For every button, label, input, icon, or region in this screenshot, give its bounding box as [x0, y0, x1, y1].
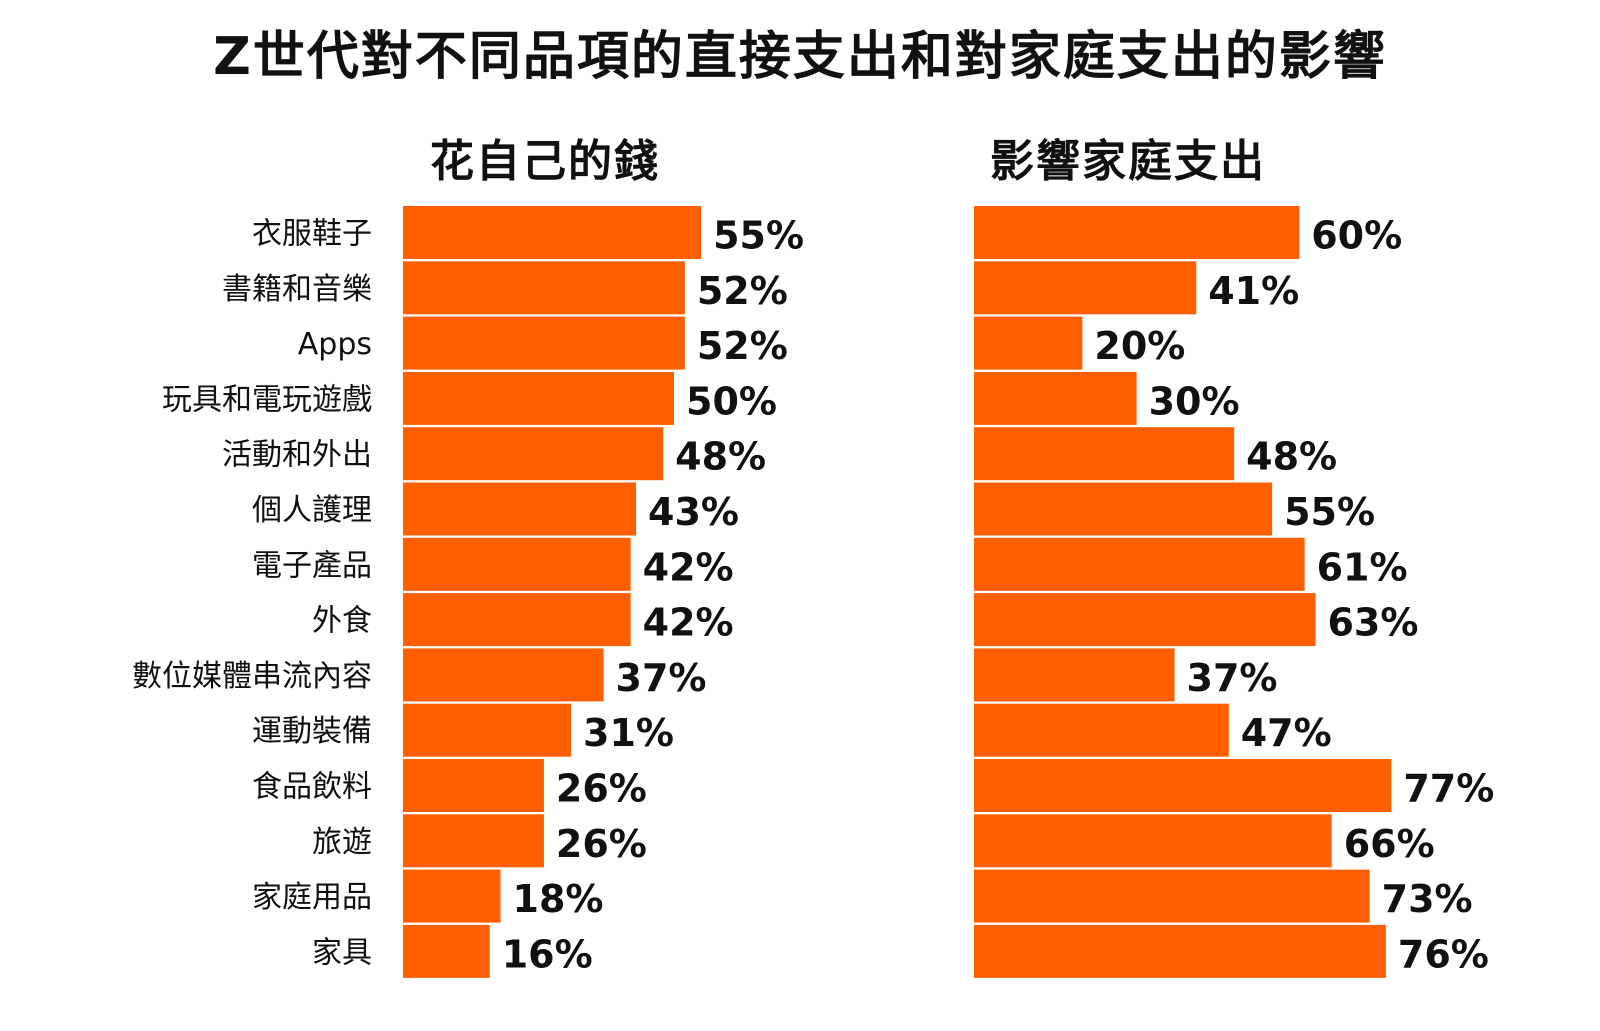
category-label: 衣服鞋子: [252, 217, 372, 252]
value-label-own-5: 43%: [648, 490, 739, 534]
value-label-own-1: 52%: [697, 269, 788, 313]
category-label: 數位媒體串流內容: [132, 659, 372, 694]
value-label-household-0: 60%: [1311, 214, 1402, 258]
value-label-household-3: 30%: [1149, 379, 1240, 423]
bar-household-5: [974, 482, 1273, 536]
bar-own-11: [403, 814, 544, 868]
value-label-household-10: 77%: [1403, 767, 1494, 811]
value-label-own-6: 42%: [643, 545, 734, 589]
category-label: Apps: [298, 327, 372, 362]
value-label-own-8: 37%: [616, 656, 707, 700]
bar-own-0: [403, 206, 702, 259]
category-label: 外食: [312, 604, 372, 639]
bar-own-2: [403, 316, 685, 370]
value-label-own-10: 26%: [556, 767, 647, 811]
bar-own-12: [403, 869, 501, 923]
value-label-own-3: 50%: [686, 379, 777, 423]
bar-own-3: [403, 371, 674, 425]
bar-own-10: [403, 759, 544, 812]
category-label: 電子產品: [252, 548, 372, 583]
bar-household-6: [974, 537, 1305, 591]
value-label-own-9: 31%: [583, 711, 674, 755]
bar-household-1: [974, 261, 1197, 315]
bar-household-9: [974, 703, 1229, 757]
value-label-own-4: 48%: [675, 435, 766, 479]
category-label: 活動和外出: [222, 438, 372, 473]
chart-title: Z世代對不同品項的直接支出和對家庭支出的影響: [213, 27, 1387, 87]
value-label-own-12: 18%: [513, 877, 604, 921]
category-label: 個人護理: [252, 493, 372, 528]
bar-own-4: [403, 427, 664, 481]
value-label-household-6: 61%: [1317, 545, 1408, 589]
value-label-household-8: 37%: [1187, 656, 1278, 700]
value-label-own-13: 16%: [502, 932, 593, 976]
value-label-own-0: 55%: [713, 214, 804, 258]
bar-household-3: [974, 371, 1137, 425]
value-label-household-2: 20%: [1094, 324, 1185, 368]
category-label: 玩具和電玩遊戲: [162, 382, 372, 417]
category-label: 家庭用品: [252, 880, 372, 915]
panel-title-own-money: 花自己的錢: [430, 136, 660, 187]
bar-household-2: [974, 316, 1083, 370]
value-label-household-12: 73%: [1382, 877, 1473, 921]
category-label: 書籍和音樂: [222, 272, 372, 307]
bar-household-0: [974, 206, 1300, 259]
value-label-household-9: 47%: [1241, 711, 1332, 755]
bar-household-13: [974, 924, 1386, 978]
bar-household-4: [974, 427, 1235, 481]
bar-household-12: [974, 869, 1370, 923]
bar-household-7: [974, 593, 1316, 647]
bar-own-1: [403, 261, 685, 315]
value-label-own-7: 42%: [643, 601, 734, 645]
value-label-household-7: 63%: [1327, 601, 1418, 645]
bar-household-10: [974, 759, 1392, 812]
bar-own-5: [403, 482, 637, 536]
bar-household-8: [974, 648, 1175, 702]
value-label-household-4: 48%: [1246, 435, 1337, 479]
value-label-own-2: 52%: [697, 324, 788, 368]
panel-title-household-spending: 影響家庭支出: [990, 136, 1266, 187]
category-label: 食品飲料: [252, 770, 372, 805]
category-label: 旅遊: [312, 825, 372, 860]
bar-own-8: [403, 648, 604, 702]
category-label: 運動裝備: [252, 714, 372, 749]
bar-own-9: [403, 703, 572, 757]
bar-own-6: [403, 537, 631, 591]
value-label-household-1: 41%: [1208, 269, 1299, 313]
value-label-household-11: 66%: [1344, 822, 1435, 866]
bar-own-13: [403, 924, 490, 978]
value-label-household-5: 55%: [1284, 490, 1375, 534]
bar-household-11: [974, 814, 1332, 868]
bar-own-7: [403, 593, 631, 647]
value-label-own-11: 26%: [556, 822, 647, 866]
value-label-household-13: 76%: [1398, 932, 1489, 976]
category-label: 家具: [312, 935, 372, 970]
